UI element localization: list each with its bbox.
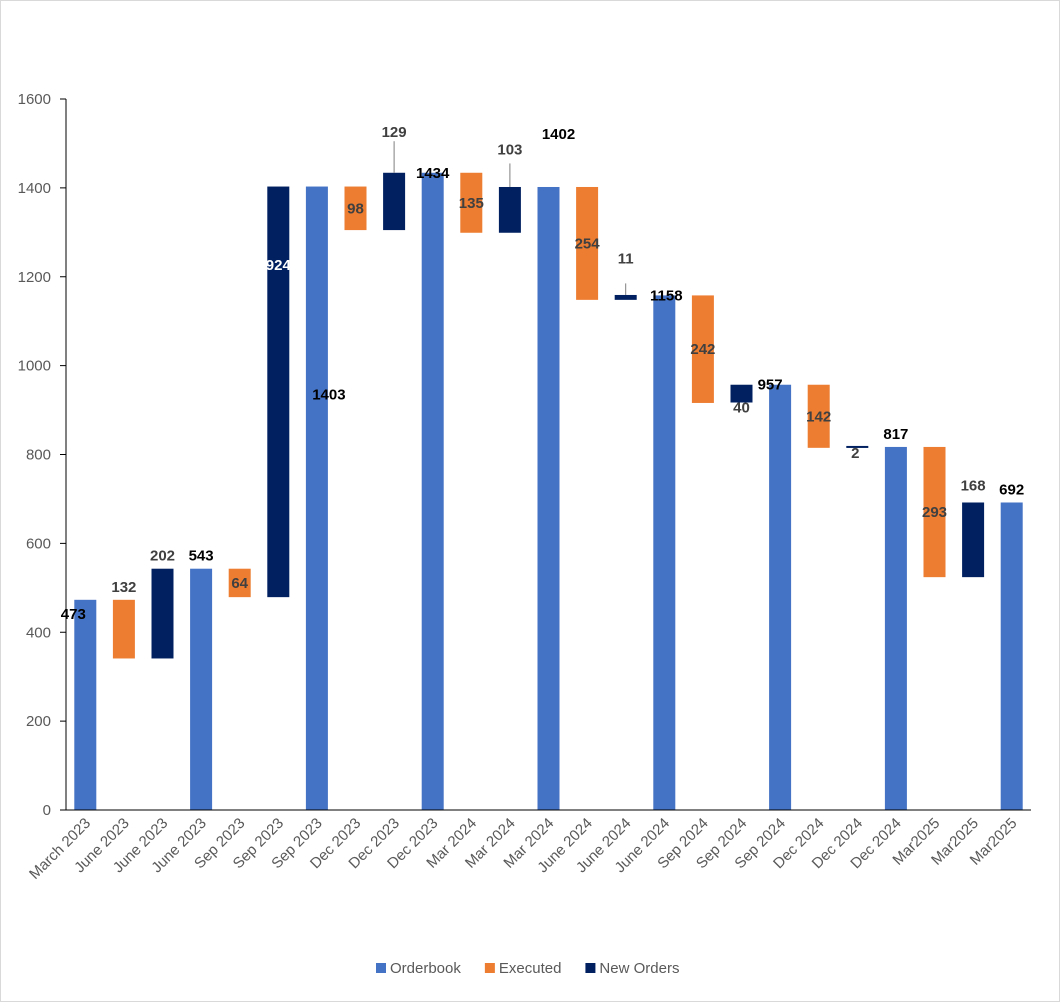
bar-executed-sep-2023: [228, 568, 251, 598]
legend-swatch-executed: [484, 963, 495, 973]
data-label-new-orders-dec-2024: 2: [851, 445, 859, 462]
y-tick-label: 400: [26, 624, 51, 641]
data-label-new-orders-mar-2024: 103: [497, 142, 522, 159]
bar-new-orders-mar2025: [962, 502, 985, 578]
data-label-orderbook-mar-2024: 1402: [542, 126, 575, 143]
data-labels: 473 132 202 543 64 924 1403 98 129 1434 135 103 1402…: [61, 124, 1024, 623]
y-tick-label: 1200: [18, 269, 51, 286]
data-label-orderbook-dec-2023: 1434: [416, 165, 450, 182]
bar-new-orders-mar-2024: [498, 186, 521, 233]
bar-orderbook-dec-2023: [421, 172, 444, 811]
data-label-orderbook-mar2025: 692: [999, 481, 1024, 498]
y-tick-label: 600: [26, 535, 51, 552]
bar-orderbook-june-2023: [190, 568, 213, 810]
bar-executed-june-2024: [576, 186, 599, 300]
data-label-orderbook-june-2024: 1158: [650, 287, 683, 304]
bar-orderbook-mar-2024: [537, 186, 560, 810]
data-label-executed-dec-2024: 142: [806, 408, 831, 425]
data-label-orderbook-march-2023: 473: [61, 606, 86, 623]
bar-new-orders-dec-2023: [383, 172, 406, 231]
data-label-executed-mar-2024: 135: [459, 195, 484, 212]
bar-executed-sep-2024: [691, 295, 714, 403]
data-label-executed-june-2024: 254: [575, 235, 601, 252]
bar-executed-mar2025: [923, 446, 946, 578]
y-tick-label: 1400: [18, 180, 51, 197]
data-label-executed-sep-2024: 242: [690, 341, 715, 358]
bar-new-orders-june-2024: [614, 294, 637, 300]
bar-new-orders-dec-2024: [846, 445, 869, 448]
data-label-executed-june-2023: 132: [111, 579, 136, 596]
y-tick-label: 200: [26, 713, 51, 730]
y-tick-label: 0: [43, 802, 51, 819]
bar-orderbook-march-2023: [74, 599, 97, 810]
bar-orderbook-june-2024: [653, 295, 676, 810]
data-label-orderbook-sep-2023: 1403: [312, 387, 345, 404]
bar-new-orders-sep-2024: [730, 384, 753, 403]
data-label-new-orders-june-2024: 11: [618, 250, 634, 267]
legend-label-new-orders: New Orders: [599, 960, 679, 977]
bar-executed-june-2023: [112, 599, 135, 659]
data-label-new-orders-june-2023: 202: [150, 548, 175, 565]
y-tick-label: 800: [26, 447, 51, 464]
legend: Orderbook Executed New Orders: [376, 960, 679, 977]
bar-orderbook-sep-2023: [305, 186, 328, 810]
data-label-orderbook-dec-2024: 817: [883, 426, 908, 443]
legend-swatch-new-orders: [585, 963, 596, 973]
y-axis: 0 200 400 600 800 1000 1200 1400 1600: [18, 91, 67, 819]
bar-new-orders-sep-2023: [267, 186, 290, 598]
data-label-new-orders-mar2025: 168: [961, 477, 986, 494]
data-label-executed-dec-2023: 98: [347, 200, 364, 217]
data-label-executed-sep-2023: 64: [231, 575, 248, 592]
bar-executed-dec-2024: [807, 384, 830, 448]
legend-label-orderbook: Orderbook: [390, 960, 461, 977]
data-label-executed-mar2025: 293: [922, 504, 947, 521]
data-label-new-orders-sep-2024: 40: [733, 399, 750, 416]
bar-executed-mar-2024: [460, 172, 483, 233]
bar-orderbook-sep-2024: [769, 384, 792, 810]
data-label-orderbook-sep-2024: 957: [758, 377, 783, 394]
data-label-new-orders-dec-2023: 129: [382, 124, 407, 141]
bar-executed-dec-2023: [344, 186, 367, 231]
bar-orderbook-mar2025: [1000, 502, 1023, 810]
bars: [74, 172, 1023, 811]
legend-label-executed: Executed: [499, 960, 562, 977]
bar-new-orders-june-2023: [151, 568, 174, 659]
y-tick-label: 1600: [18, 91, 51, 108]
data-label-orderbook-june-2023: 543: [189, 548, 214, 565]
bar-orderbook-dec-2024: [884, 446, 907, 810]
y-tick-label: 1000: [18, 358, 51, 375]
data-label-new-orders-sep-2023: 924: [266, 257, 292, 274]
legend-swatch-orderbook: [376, 963, 386, 973]
